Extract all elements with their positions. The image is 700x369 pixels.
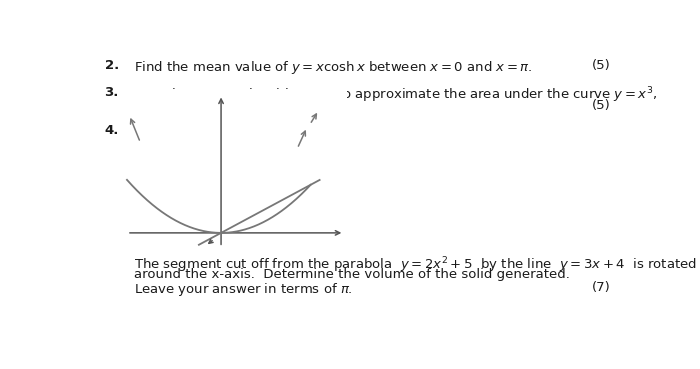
Text: Find the mean value of $y = x\cosh x$ between $x = 0$ and $x = \pi$.: Find the mean value of $y = x\cosh x$ be… [134,59,533,76]
Text: Leave your answer in terms of $\pi$.: Leave your answer in terms of $\pi$. [134,282,353,299]
Text: 4.: 4. [104,124,119,137]
Text: (5): (5) [592,99,610,112]
Text: 2.: 2. [104,59,119,72]
Text: Use Simpson's rule with $n$ = 4 to approximate the area under the curve $y = x^3: Use Simpson's rule with $n$ = 4 to appro… [134,86,657,106]
Text: between x = 1 and x =2.: between x = 1 and x =2. [134,99,302,112]
Text: (7): (7) [592,282,610,294]
Text: 3.: 3. [104,86,119,99]
Text: The segment cut off from the parabola  $y = 2x^2 + 5$  by the line  $y = 3x + 4$: The segment cut off from the parabola $y… [134,255,697,275]
Text: around the x-axis.  Determine the volume of the solid generated.: around the x-axis. Determine the volume … [134,268,570,281]
Text: (5): (5) [592,59,610,72]
